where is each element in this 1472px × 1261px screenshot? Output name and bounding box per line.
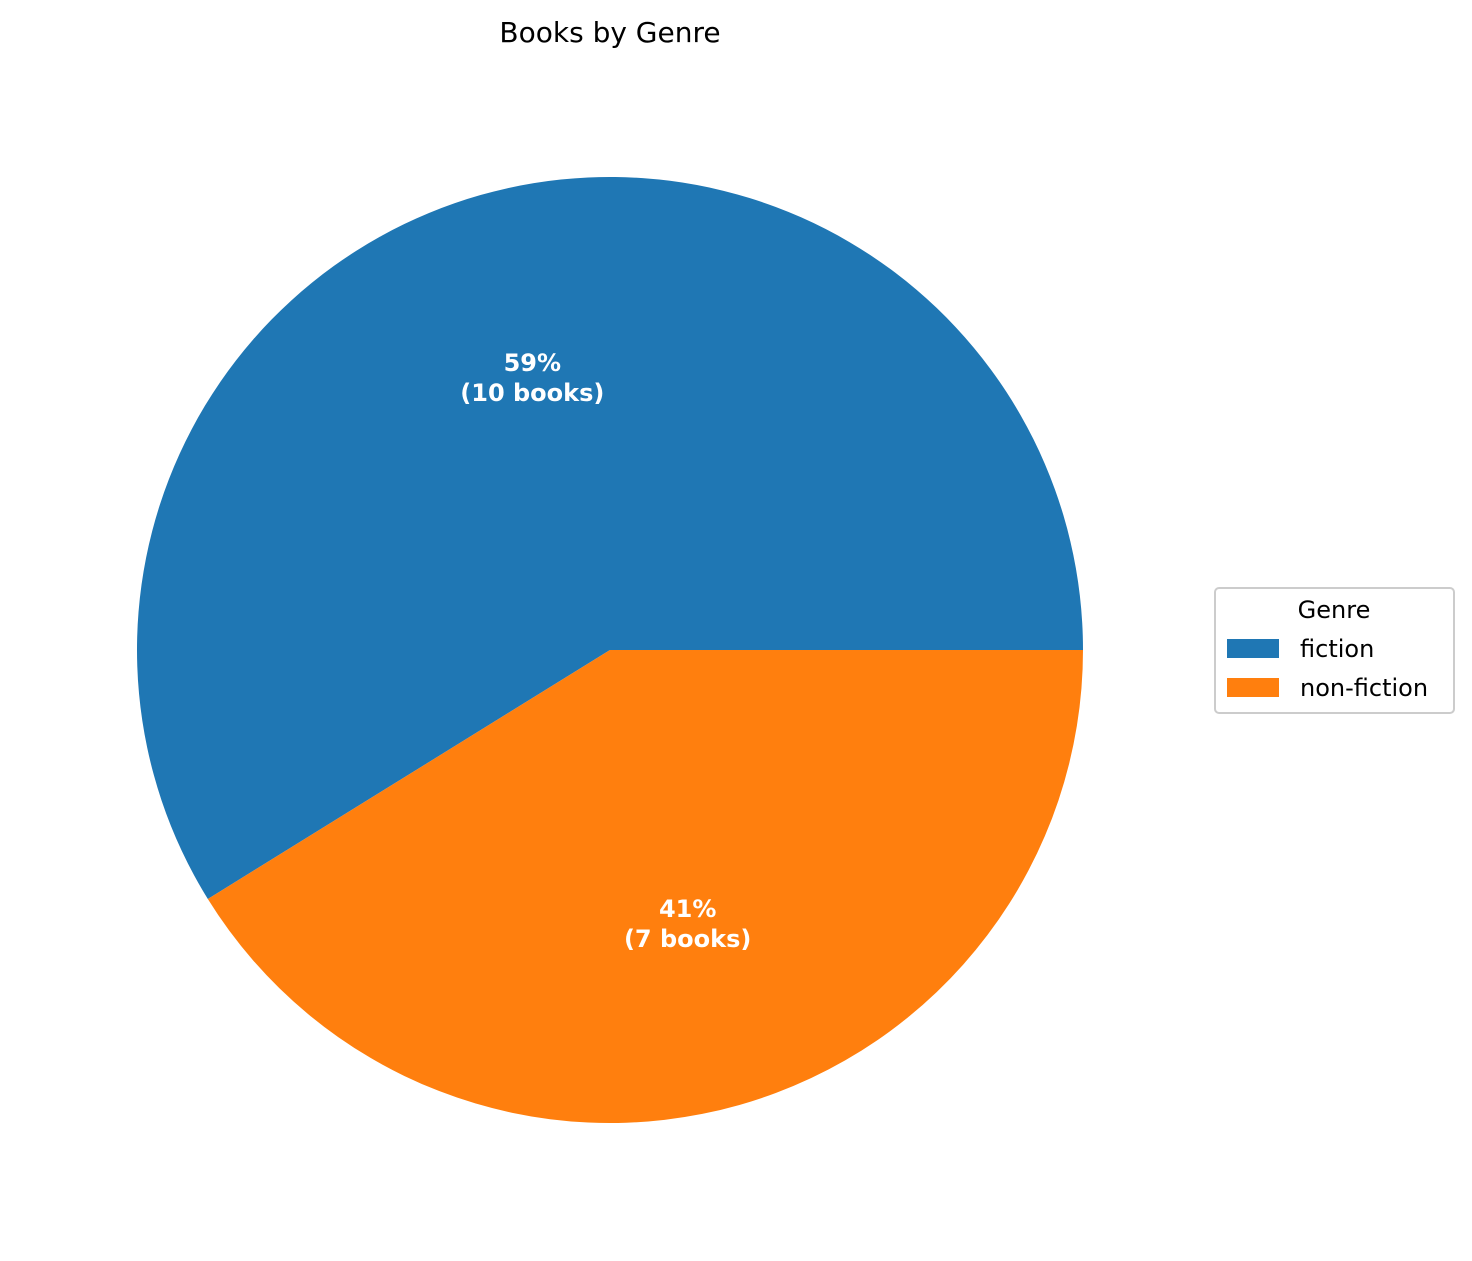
- slice-count-label: (10 books): [460, 379, 604, 407]
- slice-percent-label: 59%: [504, 349, 561, 377]
- legend: Genre fiction non-fiction: [1214, 587, 1455, 714]
- slice-percent-label: 41%: [659, 895, 716, 923]
- legend-entries: fiction non-fiction: [1227, 635, 1428, 702]
- pie-slices: [137, 177, 1084, 1124]
- legend-label-non-fiction: non-fiction: [1300, 674, 1428, 702]
- chart-title: Books by Genre: [499, 16, 720, 49]
- legend-swatch-non-fiction: [1227, 678, 1279, 697]
- pie-slice-non-fiction: [207, 650, 1083, 1124]
- slice-label-fiction: 59% (10 books): [460, 349, 604, 407]
- legend-label-fiction: fiction: [1300, 635, 1374, 663]
- slice-count-label: (7 books): [624, 925, 751, 953]
- legend-title: Genre: [1298, 596, 1371, 624]
- slice-label-non-fiction: 41% (7 books): [624, 895, 751, 953]
- pie-slice-labels: 59% (10 books) 41% (7 books): [460, 349, 751, 953]
- legend-swatch-fiction: [1227, 639, 1279, 658]
- pie-slice-fiction: [137, 177, 1084, 900]
